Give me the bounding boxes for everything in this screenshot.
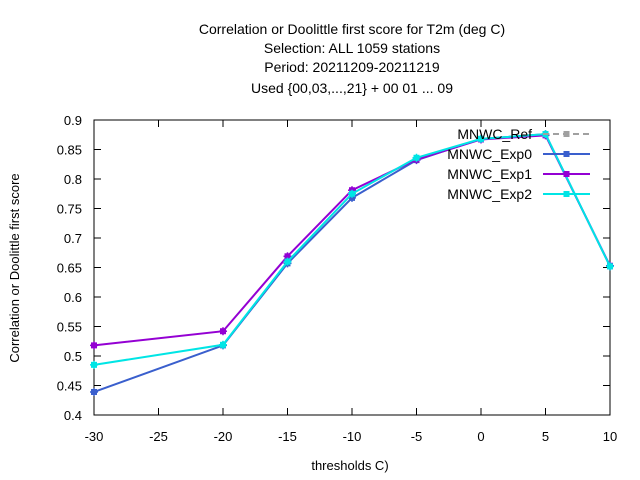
legend-label: MNWC_Ref — [457, 126, 532, 142]
y-axis-label: Correlation or Doolittle first score — [7, 173, 22, 362]
legend-label: MNWC_Exp0 — [447, 146, 532, 162]
chart-title-line: Selection: ALL 1059 stations — [264, 40, 440, 56]
y-tick-label: 0.9 — [64, 113, 82, 128]
x-tick-label: 0 — [477, 429, 484, 444]
legend-sample-marker — [563, 191, 570, 197]
x-tick-label: -30 — [85, 429, 104, 444]
legend-label: MNWC_Exp1 — [447, 166, 532, 182]
y-tick-label: 0.4 — [64, 408, 82, 423]
plot-frame — [93, 119, 611, 416]
legend-sample-marker — [563, 171, 570, 177]
legend: MNWC_Ref MNWC_Exp0 MNWC_Exp1 MNWC_Exp2 — [447, 126, 590, 202]
y-tick-label: 0.8 — [64, 172, 82, 187]
x-tick-label: -20 — [214, 429, 233, 444]
series-line-mnwc-exp1 — [93, 134, 611, 347]
y-tick-label: 0.85 — [57, 143, 82, 158]
x-tick-label: 5 — [542, 429, 549, 444]
chart-title-line: Correlation or Doolittle first score for… — [199, 21, 505, 37]
y-tick-label: 0.45 — [57, 379, 82, 394]
x-tick-label: 10 — [603, 429, 617, 444]
chart-title-block: Correlation or Doolittle first score for… — [199, 21, 505, 96]
x-axis-label: thresholds C) — [311, 458, 388, 473]
y-tick-label: 0.65 — [57, 261, 82, 276]
y-tick-label: 0.55 — [57, 320, 82, 335]
y-tick-label: 0.5 — [64, 349, 82, 364]
y-tick-label: 0.75 — [57, 202, 82, 217]
legend-sample-marker — [563, 131, 570, 137]
x-tick-label: -25 — [149, 429, 168, 444]
legend-label: MNWC_Exp2 — [447, 186, 532, 202]
chart-title-line: Period: 20211209-20211219 — [264, 59, 440, 75]
legend-sample-marker — [563, 151, 570, 157]
x-tick-label: -5 — [411, 429, 423, 444]
series-layer — [90, 130, 614, 396]
series-line-mnwc-exp2 — [93, 133, 611, 366]
axes: -30 -25 -20 -15 -10 -5 0 5 10 0.4 0.45 0.5 0.55 0.6 0.… — [57, 113, 618, 444]
chart-title-line: Used {00,03,...,21} + 00 01 ... 09 — [251, 80, 453, 96]
x-tick-label: -15 — [278, 429, 297, 444]
y-tick-label: 0.6 — [64, 290, 82, 305]
x-tick-label: -10 — [343, 429, 362, 444]
y-tick-label: 0.7 — [64, 231, 82, 246]
